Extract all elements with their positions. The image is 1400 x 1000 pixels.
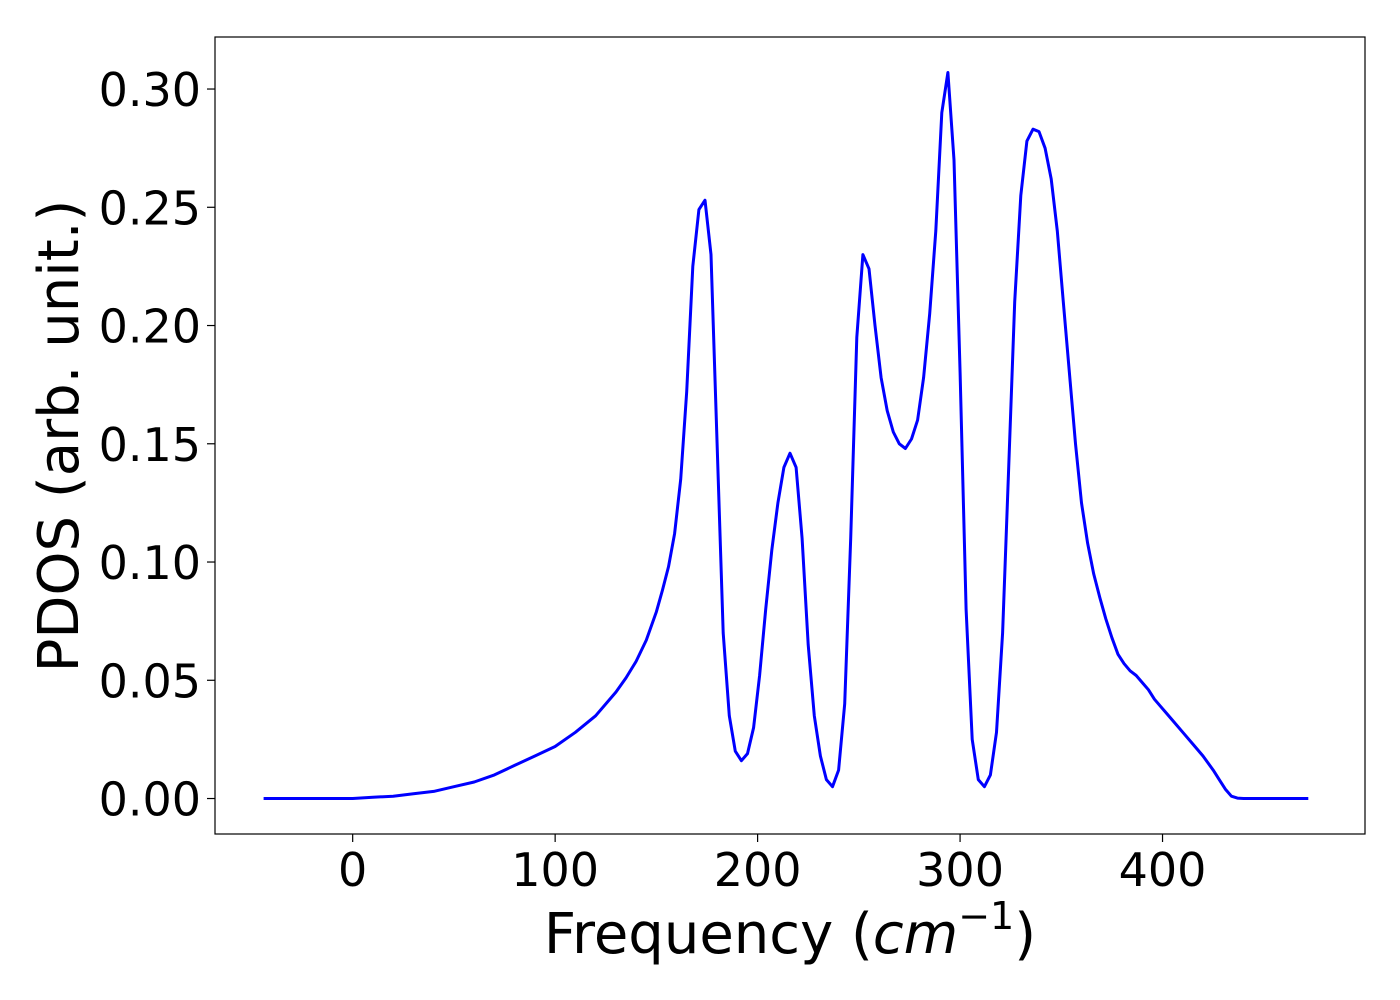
plot-area-frame bbox=[214, 36, 1366, 835]
y-tick-label: 0.20 bbox=[99, 300, 201, 354]
x-axis-label-main: Frequency ( bbox=[544, 902, 873, 967]
y-tick-label: 0.05 bbox=[99, 654, 201, 708]
x-axis-label-close: ) bbox=[1014, 902, 1036, 967]
x-tick-label: 200 bbox=[714, 843, 802, 897]
pdos-series-line bbox=[263, 71, 1309, 800]
y-tick-label: 0.30 bbox=[99, 63, 201, 117]
x-tick-label: 300 bbox=[916, 843, 1004, 897]
y-axis-label: PDOS (arb. unit.) bbox=[27, 200, 92, 673]
series-layer bbox=[263, 71, 1309, 800]
x-tick-label: 0 bbox=[338, 843, 367, 897]
x-axis-label-unit: cm bbox=[873, 902, 958, 967]
x-axis-label: Frequency (cm−1) bbox=[544, 894, 1036, 967]
y-tick-label: 0.15 bbox=[99, 418, 201, 472]
x-axis-ticks: 0 100 200 300 400 bbox=[338, 834, 1206, 897]
x-axis-label-exponent: −1 bbox=[958, 894, 1014, 938]
y-axis-ticks: 0.00 0.05 0.10 0.15 0.20 0.25 0.30 bbox=[99, 63, 215, 827]
x-tick-label: 400 bbox=[1119, 843, 1207, 897]
x-tick-label: 100 bbox=[511, 843, 599, 897]
y-tick-label: 0.10 bbox=[99, 536, 201, 590]
y-tick-label: 0.00 bbox=[99, 773, 201, 827]
y-tick-label: 0.25 bbox=[99, 181, 201, 235]
